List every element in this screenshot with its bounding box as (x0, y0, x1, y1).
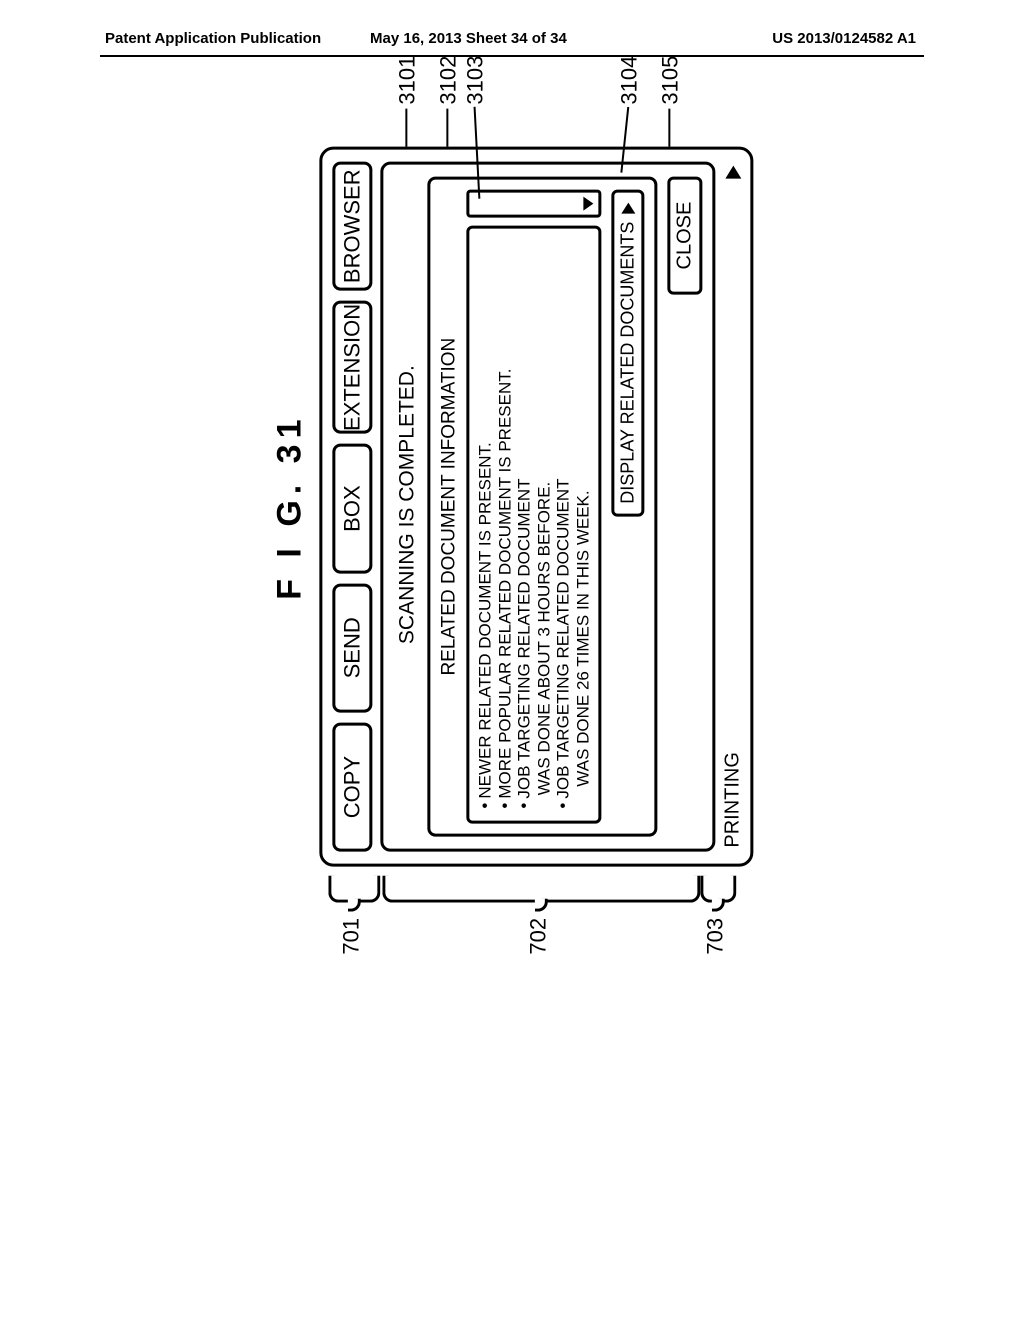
status-line: SCANNING IS COMPLETED. (395, 177, 419, 833)
device-frame: COPY SEND BOX EXTENSION BROWSER SCANNING… (319, 147, 753, 867)
tab-browser[interactable]: BROWSER (332, 162, 372, 291)
bullet-text: JOB TARGETING RELATED DOCUMENT WAS DONE … (514, 478, 553, 798)
scrollbar[interactable] (466, 190, 601, 218)
tab-box[interactable]: BOX (332, 444, 372, 573)
header-rule (100, 55, 924, 57)
tab-extension[interactable]: EXTENSION (332, 301, 372, 434)
chevron-right-icon (621, 203, 635, 214)
header-left: Patent Application Publication (105, 30, 321, 47)
label-702: 702 (525, 918, 551, 955)
brace-702 (382, 876, 700, 903)
bullet-text: JOB TARGETING RELATED DOCUMENT WAS DONE … (554, 478, 593, 798)
callout-3101: 3101 (394, 56, 420, 105)
scroll-down-icon (584, 197, 594, 211)
callout-3102: 3102 (435, 56, 461, 105)
info-box: RELATED DOCUMENT INFORMATION •NEWER RELA… (427, 177, 657, 837)
statusbar-arrow-icon (725, 166, 741, 179)
page: Patent Application Publication May 16, 2… (0, 0, 1024, 1320)
header-mid: May 16, 2013 Sheet 34 of 34 (370, 30, 567, 47)
info-inner-row: •NEWER RELATED DOCUMENT IS PRESENT. •MOR… (466, 190, 601, 824)
header-right: US 2013/0124582 A1 (772, 30, 916, 47)
label-703: 703 (702, 918, 728, 955)
brace-703 (700, 876, 736, 903)
bullet-text: MORE POPULAR RELATED DOCUMENT IS PRESENT… (495, 369, 515, 799)
leader-3102 (446, 109, 448, 147)
display-related-label: DISPLAY RELATED DOCUMENTS (618, 222, 639, 504)
bullet-text: NEWER RELATED DOCUMENT IS PRESENT. (475, 442, 495, 798)
tab-send[interactable]: SEND (332, 583, 372, 712)
tab-row: COPY SEND BOX EXTENSION BROWSER (332, 162, 372, 852)
list-item: •JOB TARGETING RELATED DOCUMENT WAS DONE… (514, 237, 553, 813)
leader-3101 (405, 109, 407, 147)
close-button[interactable]: CLOSE (668, 177, 703, 295)
brace-701 (328, 876, 380, 903)
rotated-stage: F I G. 31 COPY SEND BOX EXTENSION BROWSE… (270, 147, 753, 867)
display-related-button[interactable]: DISPLAY RELATED DOCUMENTS (612, 190, 645, 517)
callout-3103: 3103 (462, 56, 488, 105)
main-panel: SCANNING IS COMPLETED. RELATED DOCUMENT … (380, 162, 715, 852)
display-btn-row: DISPLAY RELATED DOCUMENTS (612, 190, 645, 824)
callout-3104: 3104 (616, 56, 642, 105)
statusbar-label: PRINTING (722, 752, 745, 848)
bullet-list: •NEWER RELATED DOCUMENT IS PRESENT. •MOR… (466, 226, 601, 824)
info-box-title: RELATED DOCUMENT INFORMATION (438, 190, 460, 824)
list-item: •MORE POPULAR RELATED DOCUMENT IS PRESEN… (495, 237, 515, 813)
list-item: •JOB TARGETING RELATED DOCUMENT WAS DONE… (554, 237, 593, 813)
tab-copy[interactable]: COPY (332, 722, 372, 851)
close-row: CLOSE (668, 177, 703, 837)
status-bar: PRINTING (722, 162, 745, 852)
leader-3105 (668, 109, 670, 147)
label-701: 701 (338, 918, 364, 955)
figure-wrap: F I G. 31 COPY SEND BOX EXTENSION BROWSE… (0, 265, 1024, 748)
figure-title: F I G. 31 (270, 147, 309, 867)
callout-3105: 3105 (657, 56, 683, 105)
list-item: •NEWER RELATED DOCUMENT IS PRESENT. (475, 237, 495, 813)
